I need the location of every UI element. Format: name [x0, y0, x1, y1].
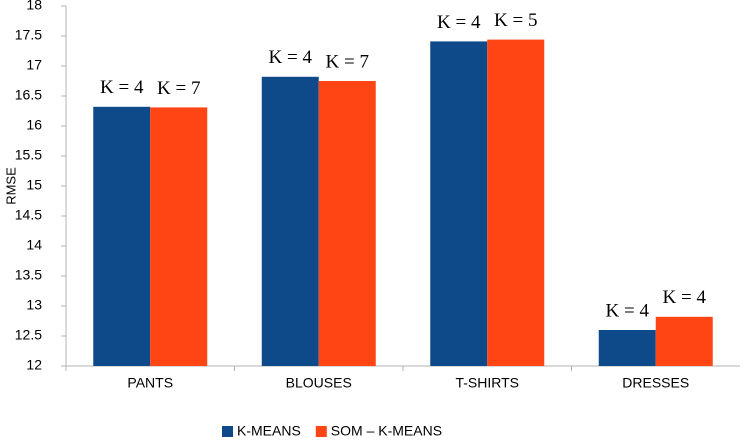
bar-annotation: K = 7 [326, 51, 369, 72]
legend-label: SOM – K-MEANS [331, 423, 442, 439]
y-tick-label: 17.5 [15, 27, 42, 43]
bar-annotation: K = 4 [100, 77, 144, 98]
y-tick-label: 12.5 [15, 327, 42, 343]
y-tick-label: 16.5 [15, 87, 42, 103]
bar [655, 316, 713, 366]
x-tick-label: PANTS [127, 375, 173, 391]
y-tick-label: 14.5 [15, 207, 42, 223]
bar-annotation: K = 7 [157, 78, 200, 99]
y-tick-label: 14 [26, 237, 42, 253]
y-tick-label: 13.5 [15, 267, 42, 283]
bar [487, 39, 545, 366]
bar [150, 107, 208, 367]
legend-swatch [315, 426, 327, 437]
bar-annotation: K = 4 [663, 287, 707, 308]
legend-swatch [222, 426, 233, 437]
legend-label: K-MEANS [237, 423, 301, 439]
bar [430, 41, 488, 367]
bar [261, 76, 319, 367]
bar-annotation: K = 4 [269, 47, 313, 68]
y-tick-label: 15.5 [15, 147, 42, 163]
y-tick-label: 18 [26, 0, 42, 13]
bar-annotation: K = 5 [494, 10, 537, 31]
y-tick-label: 15 [26, 177, 42, 193]
y-tick-label: 13 [26, 297, 42, 313]
bar [318, 81, 376, 366]
y-tick-label: 17 [26, 57, 42, 73]
bar-annotation: K = 4 [606, 300, 650, 321]
bar [598, 330, 656, 366]
y-tick-label: 16 [26, 117, 42, 133]
bar [93, 106, 151, 367]
x-tick-label: DRESSES [622, 375, 689, 391]
x-tick-label: T-SHIRTS [455, 375, 519, 391]
x-tick-label: BLOUSES [286, 375, 352, 391]
y-axis-title: RMSE [3, 167, 18, 205]
y-tick-label: 12 [26, 357, 42, 373]
bar-annotation: K = 4 [437, 12, 481, 33]
